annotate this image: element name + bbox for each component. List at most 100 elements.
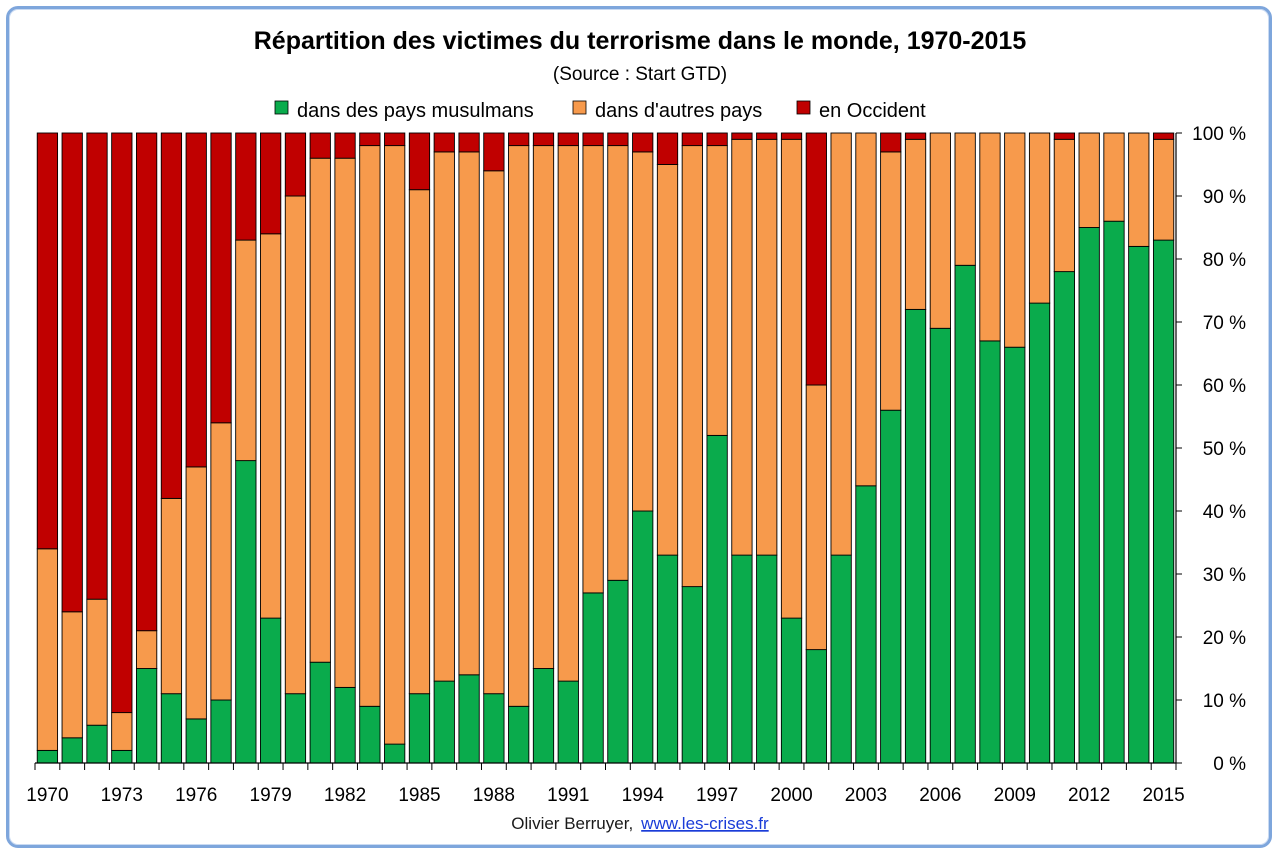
bar-segment-1973-s0 xyxy=(111,749,133,764)
bar-segment-1971-s1 xyxy=(61,611,83,739)
bars-group xyxy=(36,132,1175,764)
bar-segment-1979-s1 xyxy=(260,233,282,619)
bar-segment-2003-s0 xyxy=(855,485,877,764)
bar-segment-1994-s0 xyxy=(632,510,654,764)
bar-segment-2000-s1 xyxy=(780,138,803,619)
bar-segment-1988-s0 xyxy=(483,693,505,764)
bar-segment-1978-s2 xyxy=(235,132,257,241)
bar-segment-1991-s1 xyxy=(557,145,579,682)
y-tick-label: 60 % xyxy=(1203,376,1246,397)
legend-label: en Occident xyxy=(819,100,926,122)
bar-segment-2014-s1 xyxy=(1128,132,1150,247)
x-tick-label: 2000 xyxy=(770,785,812,806)
bar-segment-2015-s0 xyxy=(1152,239,1175,764)
bar-segment-1970-s0 xyxy=(36,749,59,764)
bar-segment-1972-s0 xyxy=(86,724,108,764)
bar-segment-2002-s0 xyxy=(830,554,852,764)
bar-segment-2001-s0 xyxy=(805,649,827,764)
bar-segment-1995-s2 xyxy=(656,132,679,165)
bar-segment-1979-s2 xyxy=(260,132,282,235)
bar-segment-1996-s0 xyxy=(681,586,703,764)
bar-segment-2010-s1 xyxy=(1028,132,1051,304)
bar-segment-2002-s1 xyxy=(830,132,852,556)
bar-segment-1994-s1 xyxy=(632,151,654,512)
x-tick-label: 2015 xyxy=(1142,785,1184,806)
bar-segment-2014-s0 xyxy=(1128,245,1150,764)
bar-segment-1979-s0 xyxy=(260,617,282,764)
bar-segment-1974-s2 xyxy=(135,132,158,632)
bar-segment-1984-s2 xyxy=(384,132,406,147)
bar-segment-1999-s1 xyxy=(756,138,778,556)
legend-swatch xyxy=(274,100,289,115)
bar-segment-1985-s1 xyxy=(408,189,431,695)
y-tick-label: 100 % xyxy=(1192,124,1246,145)
bar-segment-2009-s1 xyxy=(1004,132,1026,348)
bar-segment-1996-s2 xyxy=(681,132,703,147)
x-tick-label: 1979 xyxy=(250,785,292,806)
legend-label: dans des pays musulmans xyxy=(297,100,534,122)
legend-swatch xyxy=(572,100,587,115)
bar-segment-1987-s2 xyxy=(458,132,480,153)
bar-segment-1980-s0 xyxy=(284,693,307,764)
bar-segment-1973-s1 xyxy=(111,712,133,751)
bar-segment-1988-s1 xyxy=(483,170,505,695)
bar-segment-1998-s0 xyxy=(731,554,753,764)
bar-segment-1981-s1 xyxy=(309,157,331,663)
bar-segment-2003-s1 xyxy=(855,132,877,487)
bar-segment-2004-s1 xyxy=(880,151,902,411)
bar-segment-1998-s2 xyxy=(731,132,753,140)
bar-segment-1975-s2 xyxy=(160,132,183,499)
bar-segment-1971-s0 xyxy=(61,737,83,764)
bar-segment-2001-s2 xyxy=(805,132,827,386)
footer-credit: Olivier Berruyer, www.les-crises.fr xyxy=(511,814,769,833)
bar-segment-2008-s0 xyxy=(979,340,1001,764)
y-tick-label: 40 % xyxy=(1203,502,1246,523)
bar-segment-2013-s1 xyxy=(1103,132,1125,222)
bar-segment-1975-s0 xyxy=(160,693,183,764)
bar-segment-2008-s1 xyxy=(979,132,1001,342)
bar-segment-1996-s1 xyxy=(681,145,703,588)
y-tick-label: 10 % xyxy=(1203,691,1246,712)
legend-swatch xyxy=(796,100,811,115)
bar-segment-1977-s2 xyxy=(210,132,232,424)
bar-segment-1977-s1 xyxy=(210,422,232,701)
bar-segment-1974-s0 xyxy=(135,668,158,764)
bar-segment-1990-s0 xyxy=(532,668,555,764)
bar-segment-1980-s1 xyxy=(284,195,307,695)
bar-segment-1997-s2 xyxy=(706,132,728,147)
x-tick-label: 1985 xyxy=(398,785,440,806)
bar-segment-1975-s1 xyxy=(160,497,183,695)
bar-segment-2009-s0 xyxy=(1004,346,1026,764)
bar-segment-1993-s0 xyxy=(607,579,629,764)
bar-segment-1997-s1 xyxy=(706,145,728,436)
bar-segment-2001-s1 xyxy=(805,384,827,651)
bar-segment-2007-s0 xyxy=(954,264,976,764)
bar-segment-1990-s2 xyxy=(532,132,555,147)
bar-segment-1977-s0 xyxy=(210,699,232,764)
bar-segment-2006-s0 xyxy=(929,327,951,764)
x-tick-label: 1991 xyxy=(547,785,589,806)
bar-segment-1972-s2 xyxy=(86,132,108,600)
bar-segment-1998-s1 xyxy=(731,138,753,556)
bar-segment-1991-s2 xyxy=(557,132,579,147)
bar-segment-2015-s1 xyxy=(1152,138,1175,241)
bar-segment-1993-s1 xyxy=(607,145,629,581)
bar-segment-1986-s0 xyxy=(433,680,455,764)
bar-segment-1986-s1 xyxy=(433,151,455,682)
bar-segment-1984-s0 xyxy=(384,743,406,764)
x-tick-label: 2006 xyxy=(919,785,961,806)
x-tick-label: 1976 xyxy=(175,785,217,806)
bar-segment-1974-s1 xyxy=(135,630,158,669)
bar-segment-2005-s1 xyxy=(904,138,927,310)
x-tick-label: 2012 xyxy=(1068,785,1110,806)
y-tick-label: 70 % xyxy=(1203,313,1246,334)
bar-segment-2004-s0 xyxy=(880,409,902,764)
bar-segment-2005-s0 xyxy=(904,308,927,764)
bar-segment-1985-s0 xyxy=(408,693,431,764)
bar-segment-1999-s2 xyxy=(756,132,778,140)
y-tick-label: 80 % xyxy=(1203,250,1246,271)
legend-label: dans d'autres pays xyxy=(595,100,762,122)
bar-segment-1985-s2 xyxy=(408,132,431,191)
footer-link[interactable]: www.les-crises.fr xyxy=(640,814,769,833)
bar-segment-1983-s0 xyxy=(359,705,381,764)
